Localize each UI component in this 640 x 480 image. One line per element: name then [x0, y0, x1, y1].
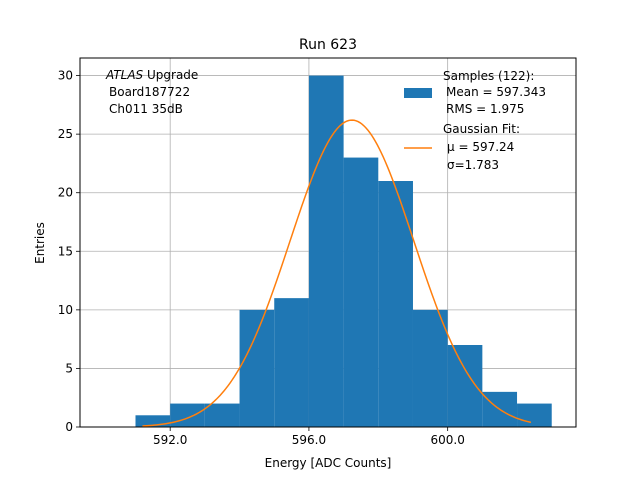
annotation-atlas: ATLAS [105, 68, 144, 82]
histogram-bar-5 [308, 75, 344, 428]
x-tick-label-0: 592.0 [153, 433, 187, 447]
y-axis-label: Entries [33, 222, 47, 264]
gaussian-fit-curve [142, 119, 532, 427]
histogram-bar-4 [274, 298, 309, 427]
y-tick-label-3: 15 [58, 244, 73, 258]
histogram-bar-0 [135, 415, 171, 427]
histogram-bar-7 [378, 181, 413, 427]
annotation-line-2: Board187722 [109, 85, 190, 99]
annotation-upgrade: Upgrade [143, 68, 198, 82]
x-axis-label: Energy [ADC Counts] [265, 456, 392, 470]
histogram-bar-1 [170, 403, 205, 427]
histogram-bar-9 [447, 345, 483, 427]
legend-fit-label-2: μ = 597.24 [447, 140, 514, 154]
histogram-bar-11 [517, 403, 552, 427]
chart-title: Run 623 [299, 37, 357, 53]
y-tick-label-0: 0 [65, 420, 73, 434]
histogram-bars [135, 75, 552, 428]
x-tick-label-2: 600.0 [430, 433, 464, 447]
x-axis-ticks: 592.0 596.0 600.0 [153, 427, 465, 447]
histogram-bar-8 [412, 309, 448, 427]
legend-fit-label-3: σ=1.783 [447, 158, 499, 172]
annotation-line-3: Ch011 35dB [109, 102, 183, 116]
y-tick-label-4: 20 [58, 186, 73, 200]
axes-frame [79, 57, 577, 428]
legend-fit-label-1: Gaussian Fit: [443, 122, 520, 136]
y-axis-ticks: 0 5 10 15 20 25 30 [58, 69, 80, 434]
y-tick-label-6: 30 [58, 69, 73, 83]
x-tick-label-1: 596.0 [292, 433, 326, 447]
legend-histogram-swatch [404, 88, 432, 98]
legend-histogram-label-3: RMS = 1.975 [446, 102, 524, 116]
histogram-bar-3 [239, 309, 275, 427]
annotation-line-1: ATLAS Upgrade [105, 68, 198, 82]
y-tick-label-2: 10 [58, 303, 73, 317]
histogram-bar-2 [204, 403, 240, 427]
annotation-text: ATLAS Upgrade Board187722 Ch011 35dB [105, 68, 198, 116]
legend-histogram-label-2: Mean = 597.343 [446, 85, 546, 99]
legend-histogram-label-1: Samples (122): [443, 69, 534, 83]
y-tick-label-1: 5 [65, 361, 73, 375]
legend: Samples (122): Mean = 597.343 RMS = 1.97… [404, 69, 546, 172]
y-tick-label-5: 25 [58, 127, 73, 141]
histogram-bar-6 [343, 157, 379, 428]
